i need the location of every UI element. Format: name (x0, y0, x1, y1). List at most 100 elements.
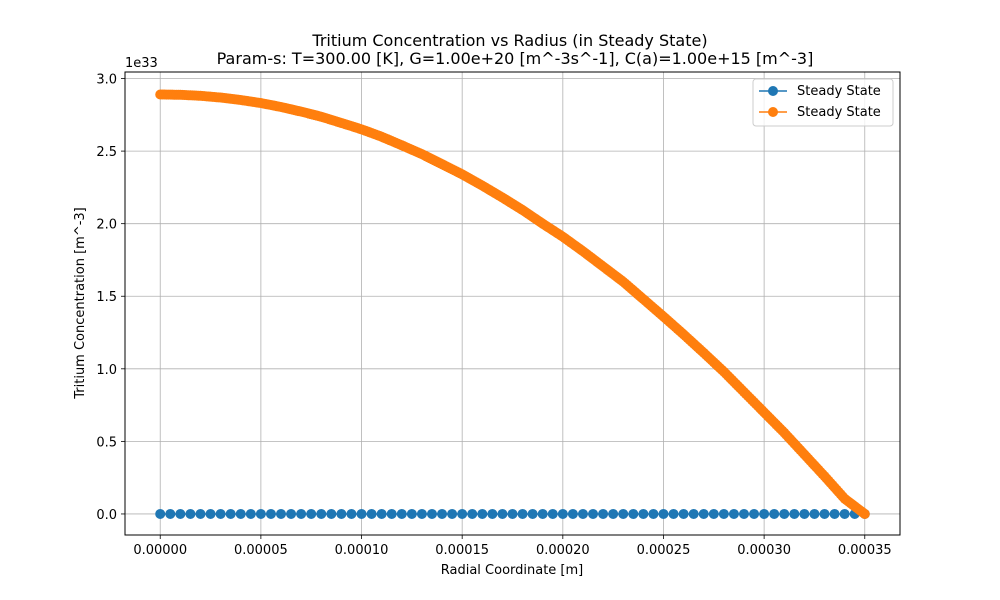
data-point (698, 508, 709, 519)
data-point (346, 508, 357, 519)
data-point (376, 508, 387, 519)
data-point (718, 508, 729, 519)
data-point (185, 508, 196, 519)
legend-label-series-1: Steady State (797, 84, 881, 99)
data-point (245, 508, 256, 519)
data-point (286, 508, 297, 519)
data-point (356, 508, 367, 519)
legend: Steady State Steady State (752, 78, 894, 127)
data-point (447, 508, 458, 519)
data-point (517, 508, 528, 519)
data-point (326, 508, 337, 519)
data-point (487, 508, 498, 519)
data-point (437, 508, 448, 519)
data-point (296, 508, 307, 519)
y-tick-label: 1.0 (96, 363, 117, 378)
data-point (648, 508, 659, 519)
chart-subtitle: Param-s: T=300.00 [K], G=1.00e+20 [m^-3s… (217, 49, 814, 68)
data-point (668, 508, 679, 519)
data-point (175, 508, 186, 519)
data-point (618, 508, 629, 519)
x-tick-label: 0.00030 (737, 543, 791, 558)
plot-area (155, 89, 870, 519)
data-point (749, 508, 760, 519)
data-point (406, 508, 417, 519)
data-point (467, 508, 478, 519)
y-axis: 0.0 0.5 1.0 1.5 2.0 2.5 3.0 (96, 73, 125, 523)
x-tick-label: 0.00010 (335, 543, 389, 558)
axes-frame (124, 71, 901, 536)
data-point (497, 508, 508, 519)
data-point (799, 508, 810, 519)
data-point (477, 508, 488, 519)
legend-box (752, 78, 894, 127)
series-2-markers (155, 89, 870, 519)
data-point (316, 508, 327, 519)
series-2 (155, 89, 870, 519)
data-point (638, 508, 649, 519)
x-tick-label: 0.00015 (435, 543, 489, 558)
data-point (588, 508, 599, 519)
data-point (457, 508, 468, 519)
data-point (829, 508, 840, 519)
y-tick-label: 0.0 (96, 508, 117, 523)
x-tick-label: 0.00005 (234, 543, 288, 558)
data-point (426, 508, 437, 519)
y-offset-label: 1e33 (125, 56, 158, 71)
x-tick-label: 0.00020 (536, 543, 590, 558)
data-point (628, 508, 639, 519)
data-point (658, 508, 669, 519)
data-point (789, 508, 800, 519)
data-point (738, 508, 749, 519)
data-point (779, 508, 790, 519)
data-point (235, 508, 246, 519)
data-point (547, 508, 558, 519)
data-point (859, 508, 870, 519)
data-point (728, 508, 739, 519)
data-point (215, 508, 226, 519)
data-point (205, 508, 216, 519)
series-1 (155, 508, 870, 519)
data-point (265, 508, 276, 519)
legend-label-series-2: Steady State (797, 105, 881, 120)
data-point (809, 508, 820, 519)
data-point (507, 508, 518, 519)
chart-title: Tritium Concentration vs Radius (in Stea… (311, 31, 707, 50)
y-tick-label: 2.5 (96, 145, 117, 160)
y-tick-label: 0.5 (96, 435, 117, 450)
x-axis-label: Radial Coordinate [m] (441, 563, 584, 578)
data-point (819, 508, 830, 519)
data-point (537, 508, 548, 519)
data-point (165, 508, 176, 519)
data-point (306, 508, 317, 519)
data-point (769, 508, 780, 519)
data-point (759, 508, 770, 519)
x-tick-label: 0.00000 (133, 543, 187, 558)
y-tick-label: 2.0 (96, 218, 117, 233)
series-1-markers (155, 508, 870, 519)
legend-marker-series-1 (768, 86, 778, 96)
legend-marker-series-2 (768, 107, 778, 117)
data-point (255, 508, 266, 519)
data-point (225, 508, 236, 519)
data-point (336, 508, 347, 519)
data-point (577, 508, 588, 519)
data-point (567, 508, 578, 519)
x-tick-label: 0.00025 (637, 543, 691, 558)
data-point (678, 508, 689, 519)
data-point (688, 508, 699, 519)
data-point (839, 508, 850, 519)
data-point (396, 508, 407, 519)
y-tick-label: 3.0 (96, 73, 117, 88)
x-tick-label: 0.00035 (838, 543, 892, 558)
data-point (195, 508, 206, 519)
data-point (366, 508, 377, 519)
data-point (416, 508, 427, 519)
data-point (608, 508, 619, 519)
x-axis: 0.00000 0.00005 0.00010 0.00015 0.00020 0.000… (133, 535, 892, 558)
data-point (708, 508, 719, 519)
data-point (598, 508, 609, 519)
data-point (155, 508, 166, 519)
data-point (386, 508, 397, 519)
